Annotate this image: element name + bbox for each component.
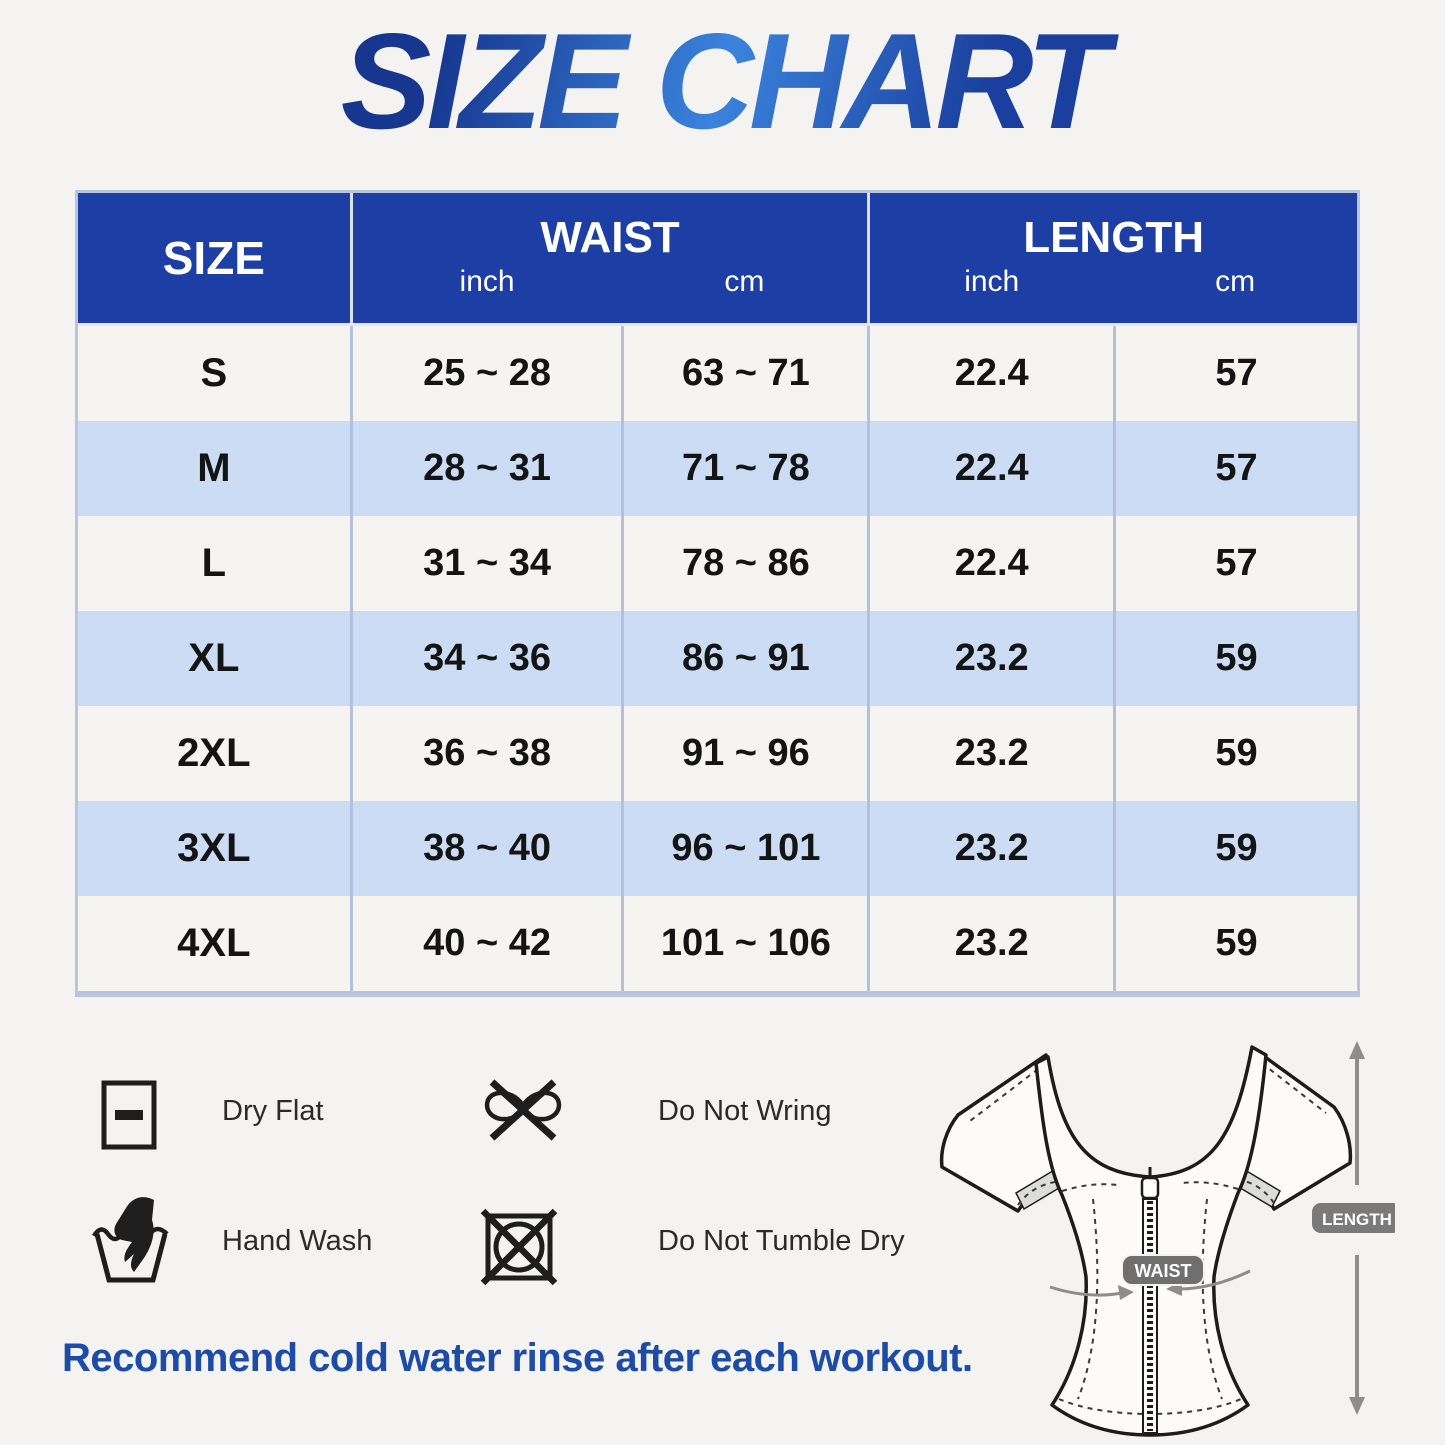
- do-not-tumble-dry-icon: [480, 1208, 558, 1286]
- length-inch-cell: 23.2: [867, 896, 1113, 991]
- length-cm-cell: 59: [1113, 706, 1357, 801]
- size-cell: L: [201, 541, 227, 585]
- waist-inch-cell: 31 ~ 34: [349, 516, 622, 611]
- length-cm-cell: 59: [1113, 801, 1357, 896]
- header-length-cm: cm: [1215, 265, 1256, 298]
- size-cell: S: [200, 351, 228, 395]
- table-row: XL 34 ~ 36 86 ~ 91 23.2 59: [78, 611, 1357, 706]
- care-label: Do Not Wring: [658, 1095, 832, 1127]
- size-cell: M: [197, 446, 231, 490]
- length-cm-cell: 57: [1113, 421, 1357, 516]
- table-row: 4XL 40 ~ 42 101 ~ 106 23.2 59: [78, 896, 1357, 991]
- header-waist-cm: cm: [724, 265, 765, 298]
- care-label: Dry Flat: [222, 1095, 324, 1127]
- care-label: Hand Wash: [222, 1225, 373, 1257]
- page-title: SIZE CHART: [0, 10, 1445, 153]
- length-cm-cell: 57: [1113, 326, 1357, 421]
- dry-flat-icon: [101, 1080, 157, 1150]
- size-cell: 2XL: [177, 731, 251, 775]
- waist-inch-cell: 25 ~ 28: [349, 326, 622, 421]
- length-inch-cell: 23.2: [867, 706, 1113, 801]
- length-cm-cell: 59: [1113, 611, 1357, 706]
- do-not-wring-icon: [484, 1079, 562, 1141]
- table-row: 3XL 38 ~ 40 96 ~ 101 23.2 59: [78, 801, 1357, 896]
- size-cell: XL: [188, 636, 240, 680]
- table-row: L 31 ~ 34 78 ~ 86 22.4 57: [78, 516, 1357, 611]
- table-header: SIZE WAIST LENGTH inch cm inch cm: [78, 193, 1357, 326]
- waist-inch-cell: 40 ~ 42: [349, 896, 622, 991]
- care-label: Do Not Tumble Dry: [658, 1225, 905, 1257]
- size-cell: 3XL: [177, 826, 251, 870]
- header-length-inch: inch: [867, 263, 1113, 323]
- waist-cm-cell: 91 ~ 96: [621, 706, 867, 801]
- waist-inch-cell: 38 ~ 40: [349, 801, 622, 896]
- length-inch-cell: 23.2: [867, 611, 1113, 706]
- length-inch-cell: 22.4: [867, 516, 1113, 611]
- waist-cm-cell: 63 ~ 71: [621, 326, 867, 421]
- waist-inch-cell: 28 ~ 31: [349, 421, 622, 516]
- table-body: S 25 ~ 28 63 ~ 71 22.4 57 M 28 ~ 31 71 ~…: [78, 326, 1357, 991]
- table-row: M 28 ~ 31 71 ~ 78 22.4 57: [78, 421, 1357, 516]
- header-waist-inch: inch: [349, 263, 622, 323]
- waist-cm-cell: 96 ~ 101: [621, 801, 867, 896]
- header-size: SIZE: [162, 232, 265, 284]
- waist-cm-cell: 86 ~ 91: [621, 611, 867, 706]
- garment-diagram: WAIST LENGTH: [939, 1041, 1395, 1437]
- length-inch-cell: 23.2: [867, 801, 1113, 896]
- length-inch-cell: 22.4: [867, 421, 1113, 516]
- length-cm-cell: 57: [1113, 516, 1357, 611]
- length-measure-label: LENGTH: [1322, 1210, 1392, 1229]
- hand-wash-icon: [92, 1197, 169, 1283]
- table-row: S 25 ~ 28 63 ~ 71 22.4 57: [78, 326, 1357, 421]
- waist-measure-label: WAIST: [1135, 1261, 1192, 1281]
- size-cell: 4XL: [177, 921, 251, 965]
- table-row: 2XL 36 ~ 38 91 ~ 96 23.2 59: [78, 706, 1357, 801]
- length-cm-cell: 59: [1113, 896, 1357, 991]
- size-chart-table: SIZE WAIST LENGTH inch cm inch cm S 25 ~…: [75, 190, 1360, 997]
- waist-inch-cell: 36 ~ 38: [349, 706, 622, 801]
- header-waist: WAIST: [349, 193, 868, 263]
- header-length: LENGTH: [867, 193, 1357, 263]
- waist-inch-cell: 34 ~ 36: [349, 611, 622, 706]
- waist-cm-cell: 78 ~ 86: [621, 516, 867, 611]
- waist-cm-cell: 101 ~ 106: [621, 896, 867, 991]
- footer-note: Recommend cold water rinse after each wo…: [62, 1336, 973, 1380]
- waist-cm-cell: 71 ~ 78: [621, 421, 867, 516]
- length-inch-cell: 22.4: [867, 326, 1113, 421]
